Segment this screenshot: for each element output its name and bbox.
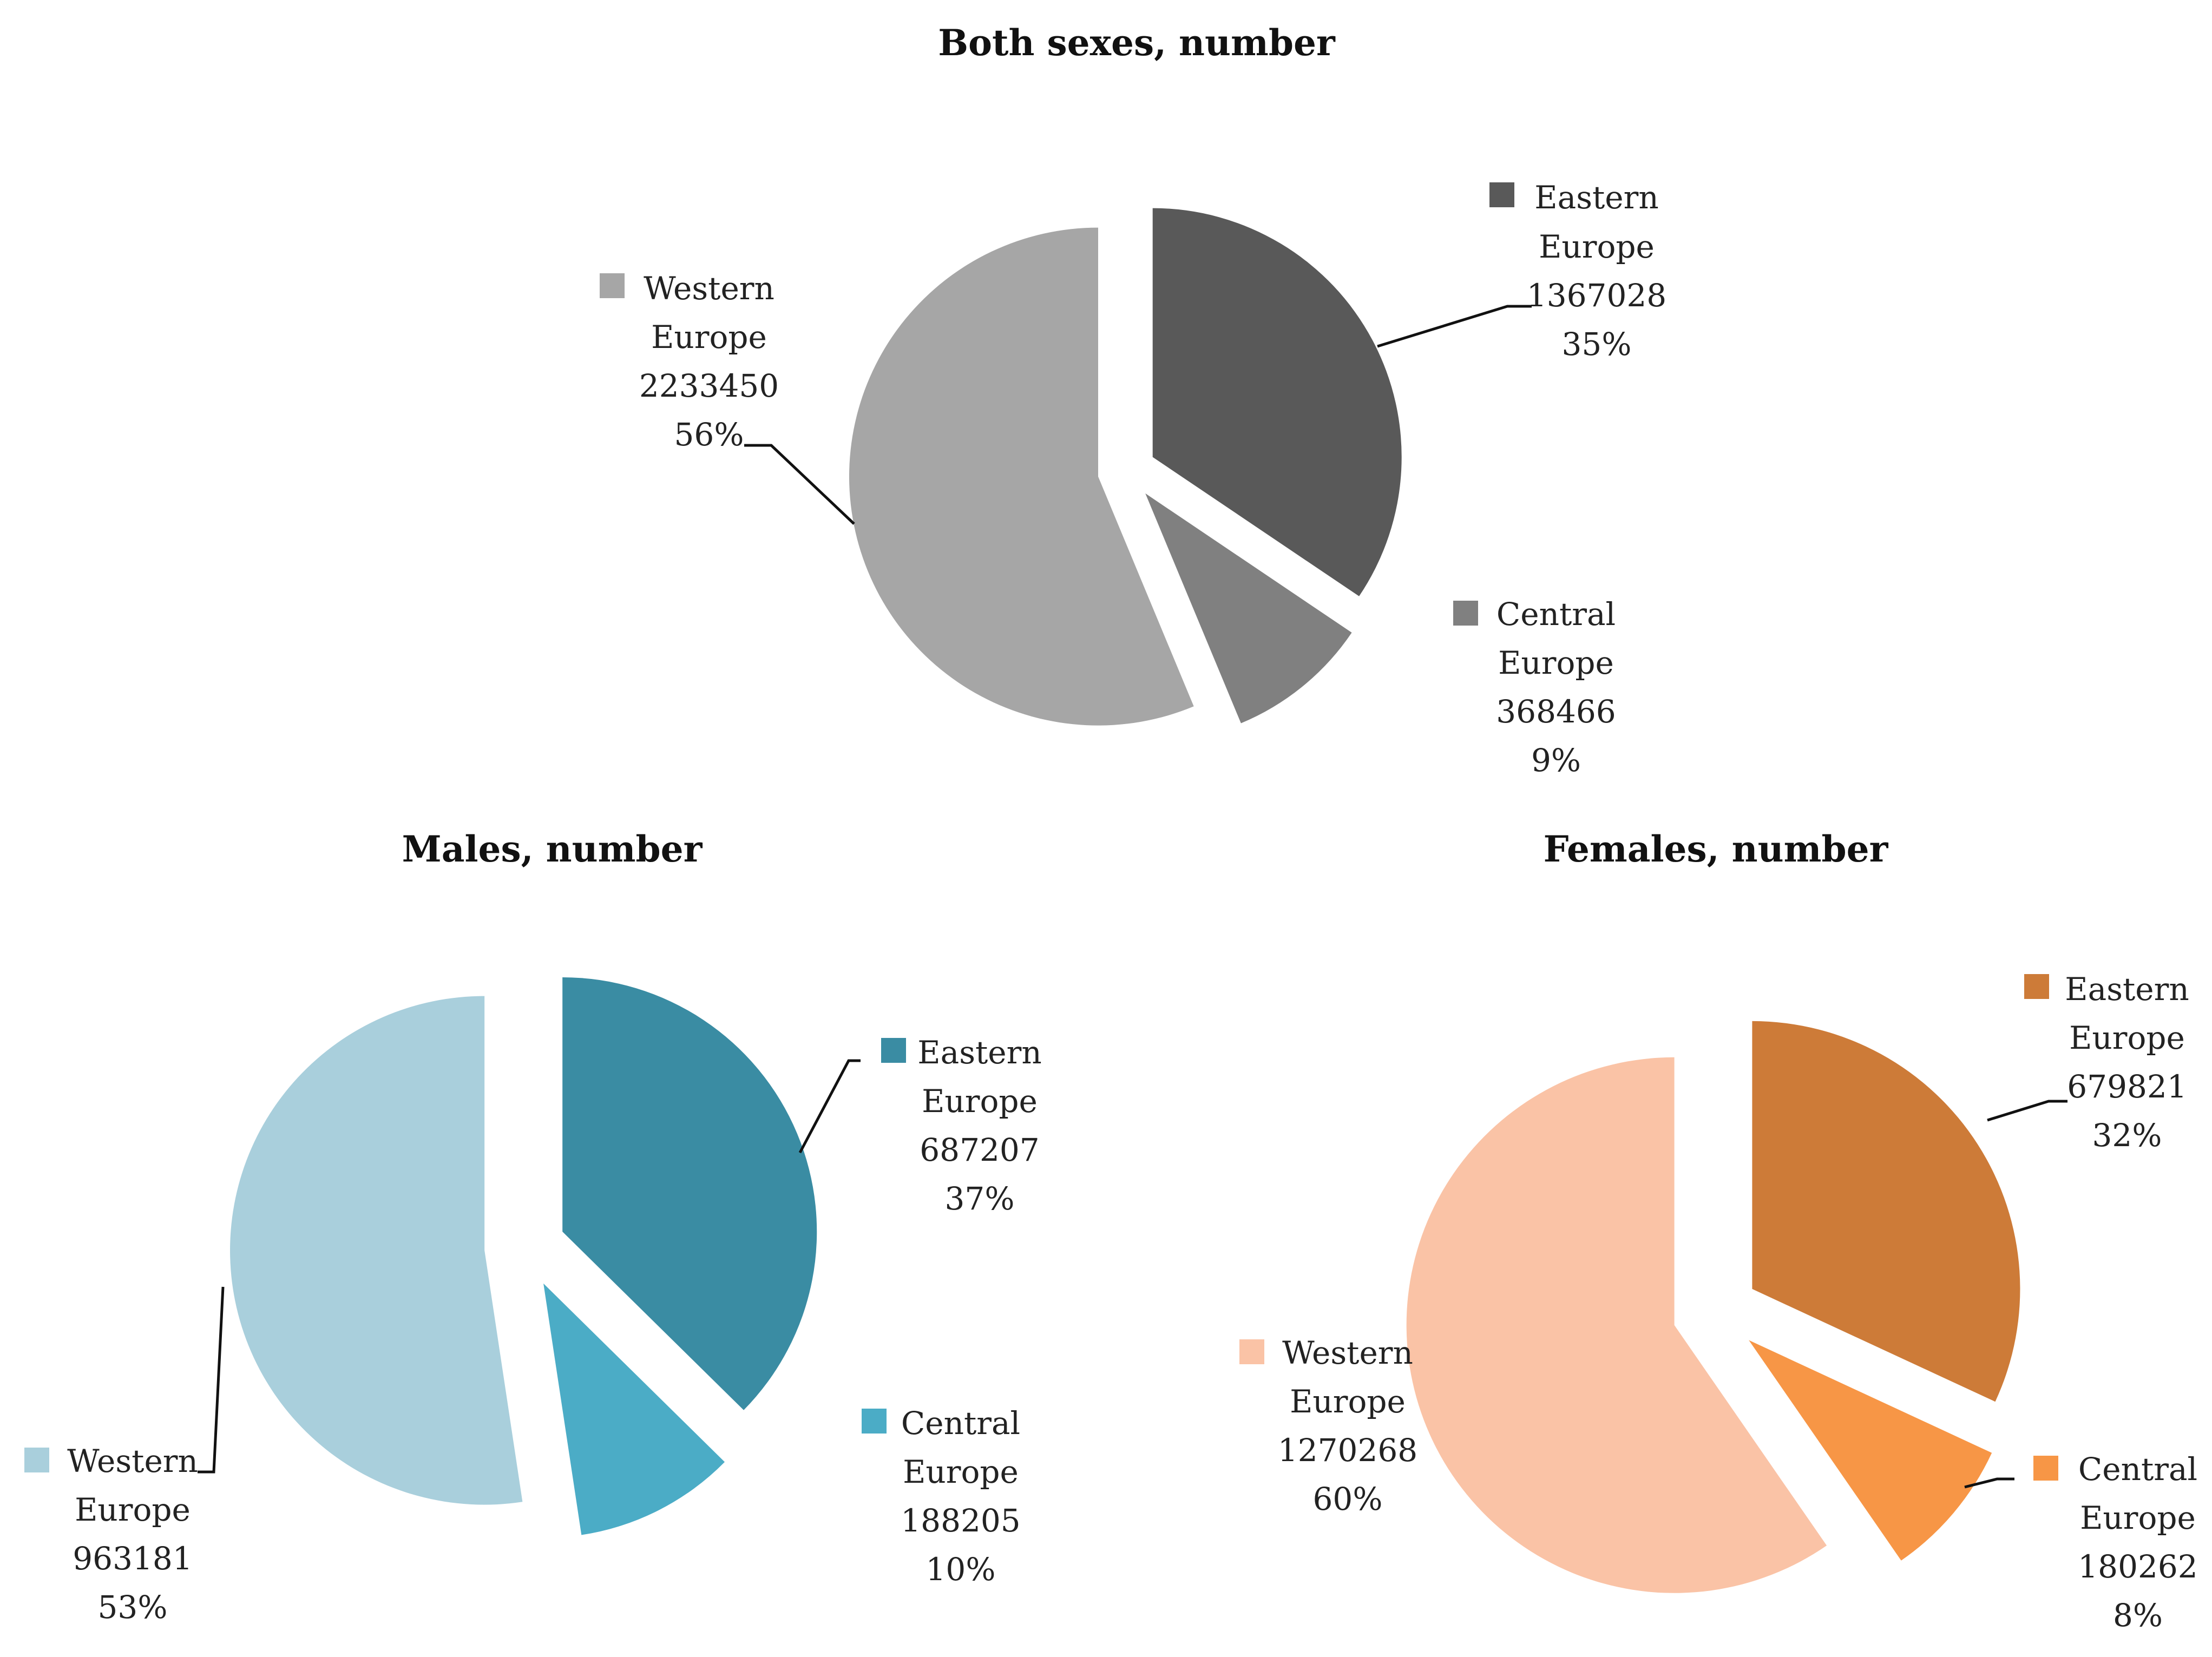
label-value: 687207 — [920, 1132, 1039, 1168]
pie-slice-eastern — [562, 977, 817, 1410]
label-percent: 37% — [945, 1180, 1015, 1217]
pie-chart-females: Females, number Eastern Europe 679821 32… — [1239, 828, 2198, 1634]
label-name-line2: Europe — [1539, 228, 1655, 265]
label-name-line1: Western — [67, 1443, 198, 1480]
label-name-line2: Europe — [2080, 1500, 2196, 1536]
leader-line-both-eastern — [1377, 305, 1532, 348]
pie-slice-central — [1749, 1340, 1992, 1561]
label-name-line1: Western — [644, 270, 774, 307]
label-percent: 9% — [1531, 742, 1581, 779]
pie-slice-western — [230, 996, 523, 1505]
legend-key-males-central — [862, 1409, 887, 1434]
leader-line-both-western — [744, 444, 855, 525]
label-name-line1: Eastern — [1534, 179, 1658, 216]
pie-chart-both-sexes: Both sexes, number Eastern Europe 136702… — [600, 22, 1666, 779]
data-label-males-eastern: Eastern Europe 687207 37% — [798, 1034, 1042, 1217]
label-percent: 56% — [674, 416, 744, 453]
leader-line-females-central — [1964, 1477, 2014, 1489]
label-percent: 35% — [1562, 326, 1632, 363]
label-name-line2: Europe — [75, 1491, 191, 1528]
pie-slices-males — [230, 977, 817, 1535]
label-percent: 60% — [1313, 1481, 1383, 1517]
legend-key-both-eastern — [1489, 182, 1514, 207]
legend-key-males-eastern — [881, 1038, 906, 1063]
chart-title-both-sexes: Both sexes, number — [938, 22, 1336, 64]
label-name-line1: Western — [1282, 1334, 1413, 1371]
label-value: 368466 — [1496, 693, 1616, 730]
label-value: 180262 — [2078, 1548, 2197, 1585]
label-value: 1270268 — [1278, 1432, 1417, 1469]
label-value: 963181 — [73, 1540, 192, 1577]
leader-line-females-eastern — [1987, 1100, 2067, 1122]
pie-chart-males: Males, number Eastern Europe 687207 37% … — [24, 828, 1042, 1626]
pie-slice-western — [1406, 1057, 1827, 1593]
label-percent: 8% — [2113, 1597, 2163, 1634]
data-label-males-central: Central Europe 188205 10% — [862, 1405, 1021, 1588]
label-percent: 10% — [926, 1551, 996, 1588]
pie-slices-females — [1406, 1021, 2020, 1593]
label-name-line2: Europe — [903, 1454, 1019, 1490]
chart-title-males: Males, number — [402, 828, 703, 870]
pie-slice-eastern — [1752, 1021, 2020, 1402]
legend-key-females-central — [2033, 1456, 2058, 1481]
data-label-males-western: Western Europe 963181 53% — [24, 1286, 225, 1626]
label-name-line1: Eastern — [917, 1034, 1041, 1071]
chart-title-females: Females, number — [1544, 828, 1889, 870]
data-label-both-central: Central Europe 368466 9% — [1453, 596, 1616, 779]
label-name-line2: Europe — [922, 1083, 1038, 1120]
legend-key-males-western — [24, 1448, 49, 1472]
label-value: 2233450 — [639, 367, 779, 404]
label-value: 679821 — [2067, 1068, 2187, 1105]
label-name-line1: Eastern — [2065, 971, 2189, 1008]
label-name-line1: Central — [1496, 596, 1616, 633]
pie-slice-central — [1145, 493, 1352, 724]
label-value: 188205 — [901, 1502, 1020, 1539]
label-name-line2: Europe — [1498, 645, 1614, 681]
label-name-line1: Central — [2078, 1451, 2197, 1488]
data-label-both-western: Western Europe 2233450 56% — [600, 270, 855, 525]
leader-line-males-eastern — [798, 1059, 861, 1154]
legend-key-both-western — [600, 273, 625, 298]
label-value: 1367028 — [1527, 277, 1666, 314]
data-label-females-eastern: Eastern Europe 679821 32% — [1987, 971, 2189, 1154]
pie-slice-eastern — [1152, 208, 1402, 596]
legend-key-females-western — [1239, 1339, 1264, 1364]
legend-key-both-central — [1453, 601, 1478, 626]
label-percent: 32% — [2092, 1117, 2162, 1154]
legend-key-females-eastern — [2024, 974, 2049, 999]
label-name-line2: Europe — [651, 319, 767, 356]
pie-slices-both-sexes — [849, 208, 1402, 726]
label-name-line2: Europe — [2069, 1020, 2185, 1056]
data-label-females-western: Western Europe 1270268 60% — [1239, 1334, 1417, 1517]
pie-slice-western — [849, 227, 1194, 726]
data-label-females-central: Central Europe 180262 8% — [1964, 1451, 2198, 1634]
data-label-both-eastern: Eastern Europe 1367028 35% — [1377, 179, 1666, 363]
label-name-line2: Europe — [1290, 1383, 1406, 1420]
pie-slice-central — [543, 1283, 725, 1535]
label-percent: 53% — [98, 1589, 168, 1626]
leader-line-males-western — [198, 1286, 225, 1474]
label-name-line1: Central — [901, 1405, 1020, 1442]
